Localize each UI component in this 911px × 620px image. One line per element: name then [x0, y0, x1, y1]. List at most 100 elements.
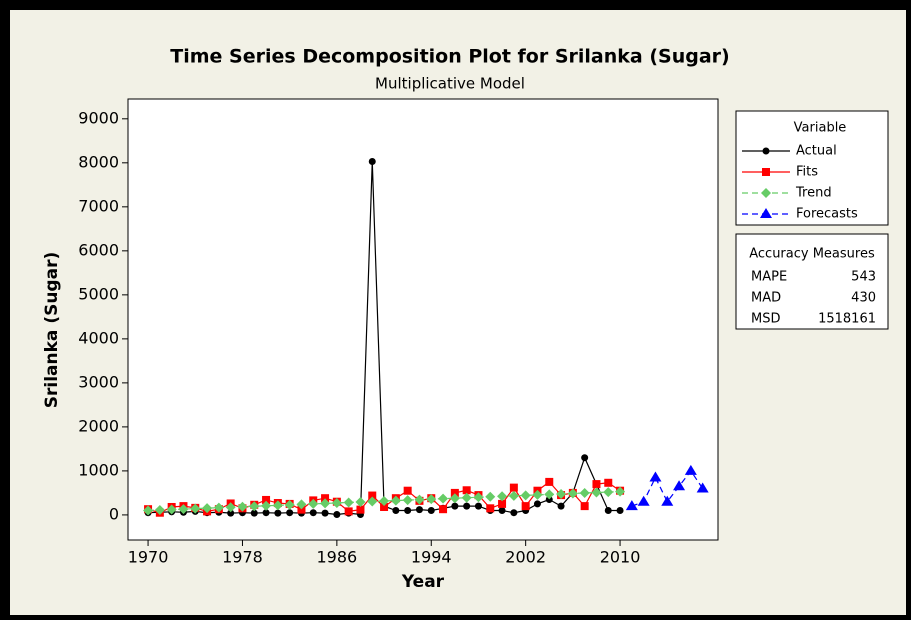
marker	[604, 478, 613, 487]
legend-label: Actual	[796, 144, 837, 159]
x-tick-label: 1994	[411, 548, 452, 567]
marker	[649, 471, 662, 482]
marker	[762, 168, 770, 176]
marker	[284, 499, 295, 510]
marker	[225, 502, 236, 513]
accuracy-label: MAD	[751, 291, 781, 306]
accuracy-value: 543	[851, 270, 876, 285]
marker	[556, 488, 567, 499]
marker	[320, 498, 331, 509]
y-tick-label: 0	[109, 504, 119, 523]
marker	[696, 482, 709, 493]
marker	[760, 208, 772, 218]
y-tick-label: 4000	[78, 328, 119, 347]
marker	[520, 490, 531, 501]
marker	[154, 505, 165, 516]
marker	[392, 507, 400, 515]
x-tick-label: 1986	[317, 548, 358, 567]
legend-title: Variable	[794, 121, 847, 136]
legend-label: Forecasts	[796, 207, 858, 222]
y-tick-label: 1000	[78, 460, 119, 479]
marker	[237, 501, 248, 512]
marker	[296, 499, 307, 510]
marker	[449, 493, 460, 504]
marker	[272, 500, 283, 511]
marker	[368, 491, 377, 500]
marker	[498, 507, 506, 515]
marker	[166, 504, 177, 515]
accuracy-label: MSD	[751, 312, 780, 327]
marker	[355, 496, 366, 507]
marker	[544, 489, 555, 500]
marker	[462, 486, 471, 495]
marker	[286, 509, 294, 517]
marker	[498, 499, 507, 508]
marker	[451, 502, 459, 510]
marker	[250, 509, 258, 517]
accuracy-title: Accuracy Measures	[749, 247, 875, 262]
marker	[309, 509, 317, 517]
accuracy-value: 430	[851, 291, 876, 306]
marker	[545, 477, 554, 486]
chart-subtitle: Multiplicative Model	[375, 75, 525, 93]
marker	[403, 486, 412, 495]
marker	[461, 492, 472, 503]
marker	[297, 505, 306, 514]
marker	[510, 509, 518, 517]
y-tick-label: 5000	[78, 284, 119, 303]
legend-label: Trend	[795, 186, 832, 201]
x-tick-label: 2002	[505, 548, 546, 567]
marker	[762, 147, 770, 155]
marker	[404, 507, 412, 515]
legend-box	[735, 110, 889, 226]
marker	[367, 496, 378, 507]
marker	[249, 501, 260, 512]
marker	[615, 486, 626, 497]
marker	[308, 498, 319, 509]
marker	[261, 500, 272, 511]
marker	[262, 509, 270, 517]
marker	[213, 502, 224, 513]
legend-label: Fits	[796, 165, 818, 180]
marker	[532, 489, 543, 500]
marker	[581, 454, 589, 462]
marker	[474, 502, 482, 510]
marker	[414, 494, 425, 505]
y-axis-label: Srilanka (Sugar)	[42, 252, 62, 408]
y-tick-label: 2000	[78, 416, 119, 435]
marker	[190, 503, 201, 514]
marker	[580, 502, 589, 511]
accuracy-value: 1518161	[818, 312, 876, 327]
y-tick-label: 7000	[78, 196, 119, 215]
marker	[227, 509, 235, 517]
y-tick-label: 9000	[78, 108, 119, 127]
marker	[473, 492, 484, 503]
marker	[603, 487, 614, 498]
marker	[143, 505, 154, 516]
marker	[673, 480, 686, 491]
x-tick-label: 2010	[600, 548, 641, 567]
marker	[262, 495, 271, 504]
marker	[591, 487, 602, 498]
marker	[426, 494, 437, 505]
marker	[343, 497, 354, 508]
marker	[508, 490, 519, 501]
marker	[344, 507, 353, 516]
marker	[625, 500, 638, 511]
marker	[390, 495, 401, 506]
marker	[439, 505, 448, 514]
marker	[178, 504, 189, 515]
marker	[321, 509, 329, 517]
marker	[684, 464, 697, 475]
marker	[333, 510, 341, 518]
marker	[415, 506, 423, 514]
marker	[368, 157, 376, 165]
marker	[557, 502, 565, 510]
marker	[604, 507, 612, 515]
marker	[592, 480, 601, 489]
marker	[427, 507, 435, 515]
marker	[509, 483, 518, 492]
marker	[545, 496, 553, 504]
marker	[321, 494, 330, 503]
